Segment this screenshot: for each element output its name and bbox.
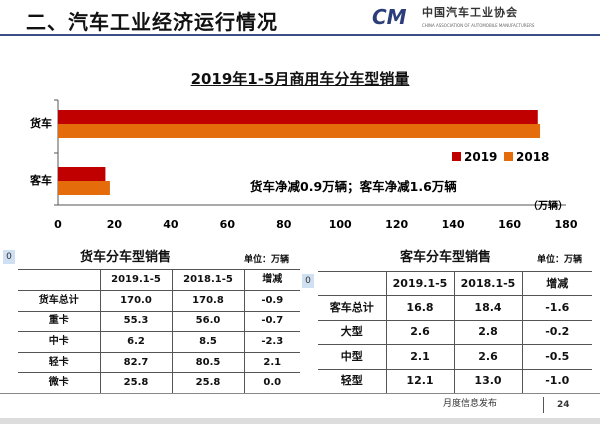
table-row: 大型 2.6 2.8 -0.2	[318, 320, 592, 345]
row-label: 中型	[318, 344, 386, 370]
row-marker: 0	[302, 274, 314, 288]
table-cell: -1.0	[521, 369, 592, 394]
table-cell: 82.7	[99, 352, 172, 374]
truck-table-unit: 单位：万辆	[244, 255, 290, 265]
header-divider	[0, 34, 600, 36]
x-tick-label: 0	[54, 218, 62, 231]
footer-label: 月度信息发布	[443, 399, 498, 409]
x-tick-label: 180	[555, 218, 578, 231]
x-tick-label: 80	[276, 218, 292, 231]
x-unit-label: （万辆）	[528, 199, 568, 212]
row-label: 客车总计	[318, 295, 386, 321]
column-header: 增减	[521, 271, 592, 296]
truck-sales-table: 2019.1-5 2018.1-5 增减 货车总计 170.0 170.8 -0.9 重卡 55…	[18, 269, 300, 394]
table-cell: 18.4	[453, 295, 522, 321]
bar-2018-客车	[58, 181, 110, 195]
row-label: 轻型	[318, 369, 386, 394]
footer-separator	[543, 397, 544, 413]
table-row: 重卡 55.3 56.0 -0.7	[18, 311, 300, 333]
bar-2019-货车	[58, 110, 538, 124]
x-tick-label: 120	[385, 218, 408, 231]
column-header: 2018.1-5	[171, 269, 244, 291]
column-header	[318, 271, 386, 296]
bus-sales-table: 2019.1-5 2018.1-5 增减 客车总计 16.8 18.4 -1.6 大型 2.6 2…	[318, 271, 592, 394]
table-cell: 13.0	[453, 369, 522, 394]
row-label: 重卡	[18, 311, 100, 333]
table-row: 轻型 12.1 13.0 -1.0	[318, 369, 592, 394]
logo-subtext: CHINA ASSOCIATION OF AUTOMOBILE MANUFACT…	[422, 23, 535, 28]
category-label: 货车	[29, 116, 52, 130]
table-cell: 55.3	[99, 311, 172, 333]
cam-logo-icon: CM	[372, 5, 407, 29]
caam-logo: CM 中国汽车工业协会 CHINA ASSOCIATION OF AUTOMOB…	[372, 5, 600, 32]
chart-annotation: 货车净减0.9万辆；客车净减1.6万辆	[250, 179, 457, 194]
table-cell: 2.8	[453, 320, 522, 345]
x-tick-label: 140	[442, 218, 465, 231]
table-cell: 80.5	[171, 352, 244, 374]
svg-text:CM: CM	[372, 6, 407, 28]
logo-text: 中国汽车工业协会	[422, 6, 518, 19]
legend-label: 2018	[516, 150, 549, 164]
table-cell: 16.8	[385, 295, 454, 321]
x-tick-label: 60	[220, 218, 236, 231]
table-cell: 170.8	[171, 290, 244, 312]
row-label: 中卡	[18, 331, 100, 353]
column-header: 2019.1-5	[99, 269, 172, 291]
column-header: 2018.1-5	[453, 271, 522, 296]
table-cell: -0.9	[243, 290, 300, 312]
table-cell: -0.2	[521, 320, 592, 345]
table-cell: 2.1	[243, 352, 300, 374]
table-row: 轻卡 82.7 80.5 2.1	[18, 352, 300, 374]
table-cell: 25.8	[171, 372, 244, 394]
table-cell: 0.0	[243, 372, 300, 394]
page-title: 二、汽车工业经济运行情况	[26, 10, 278, 34]
row-label: 大型	[318, 320, 386, 345]
table-row: 中卡 6.2 8.5 -2.3	[18, 331, 300, 353]
table-row: 货车总计 170.0 170.8 -0.9	[18, 290, 300, 312]
page-number: 24	[557, 400, 570, 410]
x-tick-label: 100	[329, 218, 352, 231]
table-cell: 25.8	[99, 372, 172, 394]
bus-table-unit: 单位：万辆	[537, 255, 583, 265]
row-label: 货车总计	[18, 290, 100, 312]
bus-table-title: 客车分车型销售	[400, 250, 492, 265]
table-row: 中型 2.1 2.6 -0.5	[318, 344, 592, 370]
footer-divider	[0, 393, 600, 394]
table-cell: -0.7	[243, 311, 300, 333]
row-marker: 0	[3, 250, 15, 264]
table-cell: 2.6	[453, 344, 522, 370]
table-cell: 6.2	[99, 331, 172, 353]
category-label: 客车	[29, 173, 52, 187]
row-label: 微卡	[18, 372, 100, 394]
table-cell: 12.1	[385, 369, 454, 394]
bar-2018-货车	[58, 124, 541, 138]
table-cell: 8.5	[171, 331, 244, 353]
column-header: 2019.1-5	[385, 271, 454, 296]
legend-swatch-2018	[504, 152, 513, 161]
x-tick-label: 20	[107, 218, 123, 231]
table-cell: -2.3	[243, 331, 300, 353]
table-cell: -1.6	[521, 295, 592, 321]
bottom-bar	[0, 418, 600, 424]
table-row: 微卡 25.8 25.8 0.0	[18, 372, 300, 394]
table-cell: 2.1	[385, 344, 454, 370]
table-cell: -0.5	[521, 344, 592, 370]
bar-2019-客车	[58, 167, 106, 181]
table-row: 客车总计 16.8 18.4 -1.6	[318, 295, 592, 321]
legend-swatch-2019	[452, 152, 461, 161]
table-cell: 2.6	[385, 320, 454, 345]
row-label: 轻卡	[18, 352, 100, 374]
legend-label: 2019	[464, 150, 497, 164]
x-tick-label: 40	[163, 218, 179, 231]
truck-table-title: 货车分车型销售	[80, 250, 172, 265]
column-header: 增减	[243, 269, 300, 291]
table-cell: 56.0	[171, 311, 244, 333]
column-header	[18, 269, 100, 291]
chart-title: 2019年1-5月商用车分车型销量	[190, 70, 410, 88]
x-tick-label: 160	[498, 218, 521, 231]
table-cell: 170.0	[99, 290, 172, 312]
